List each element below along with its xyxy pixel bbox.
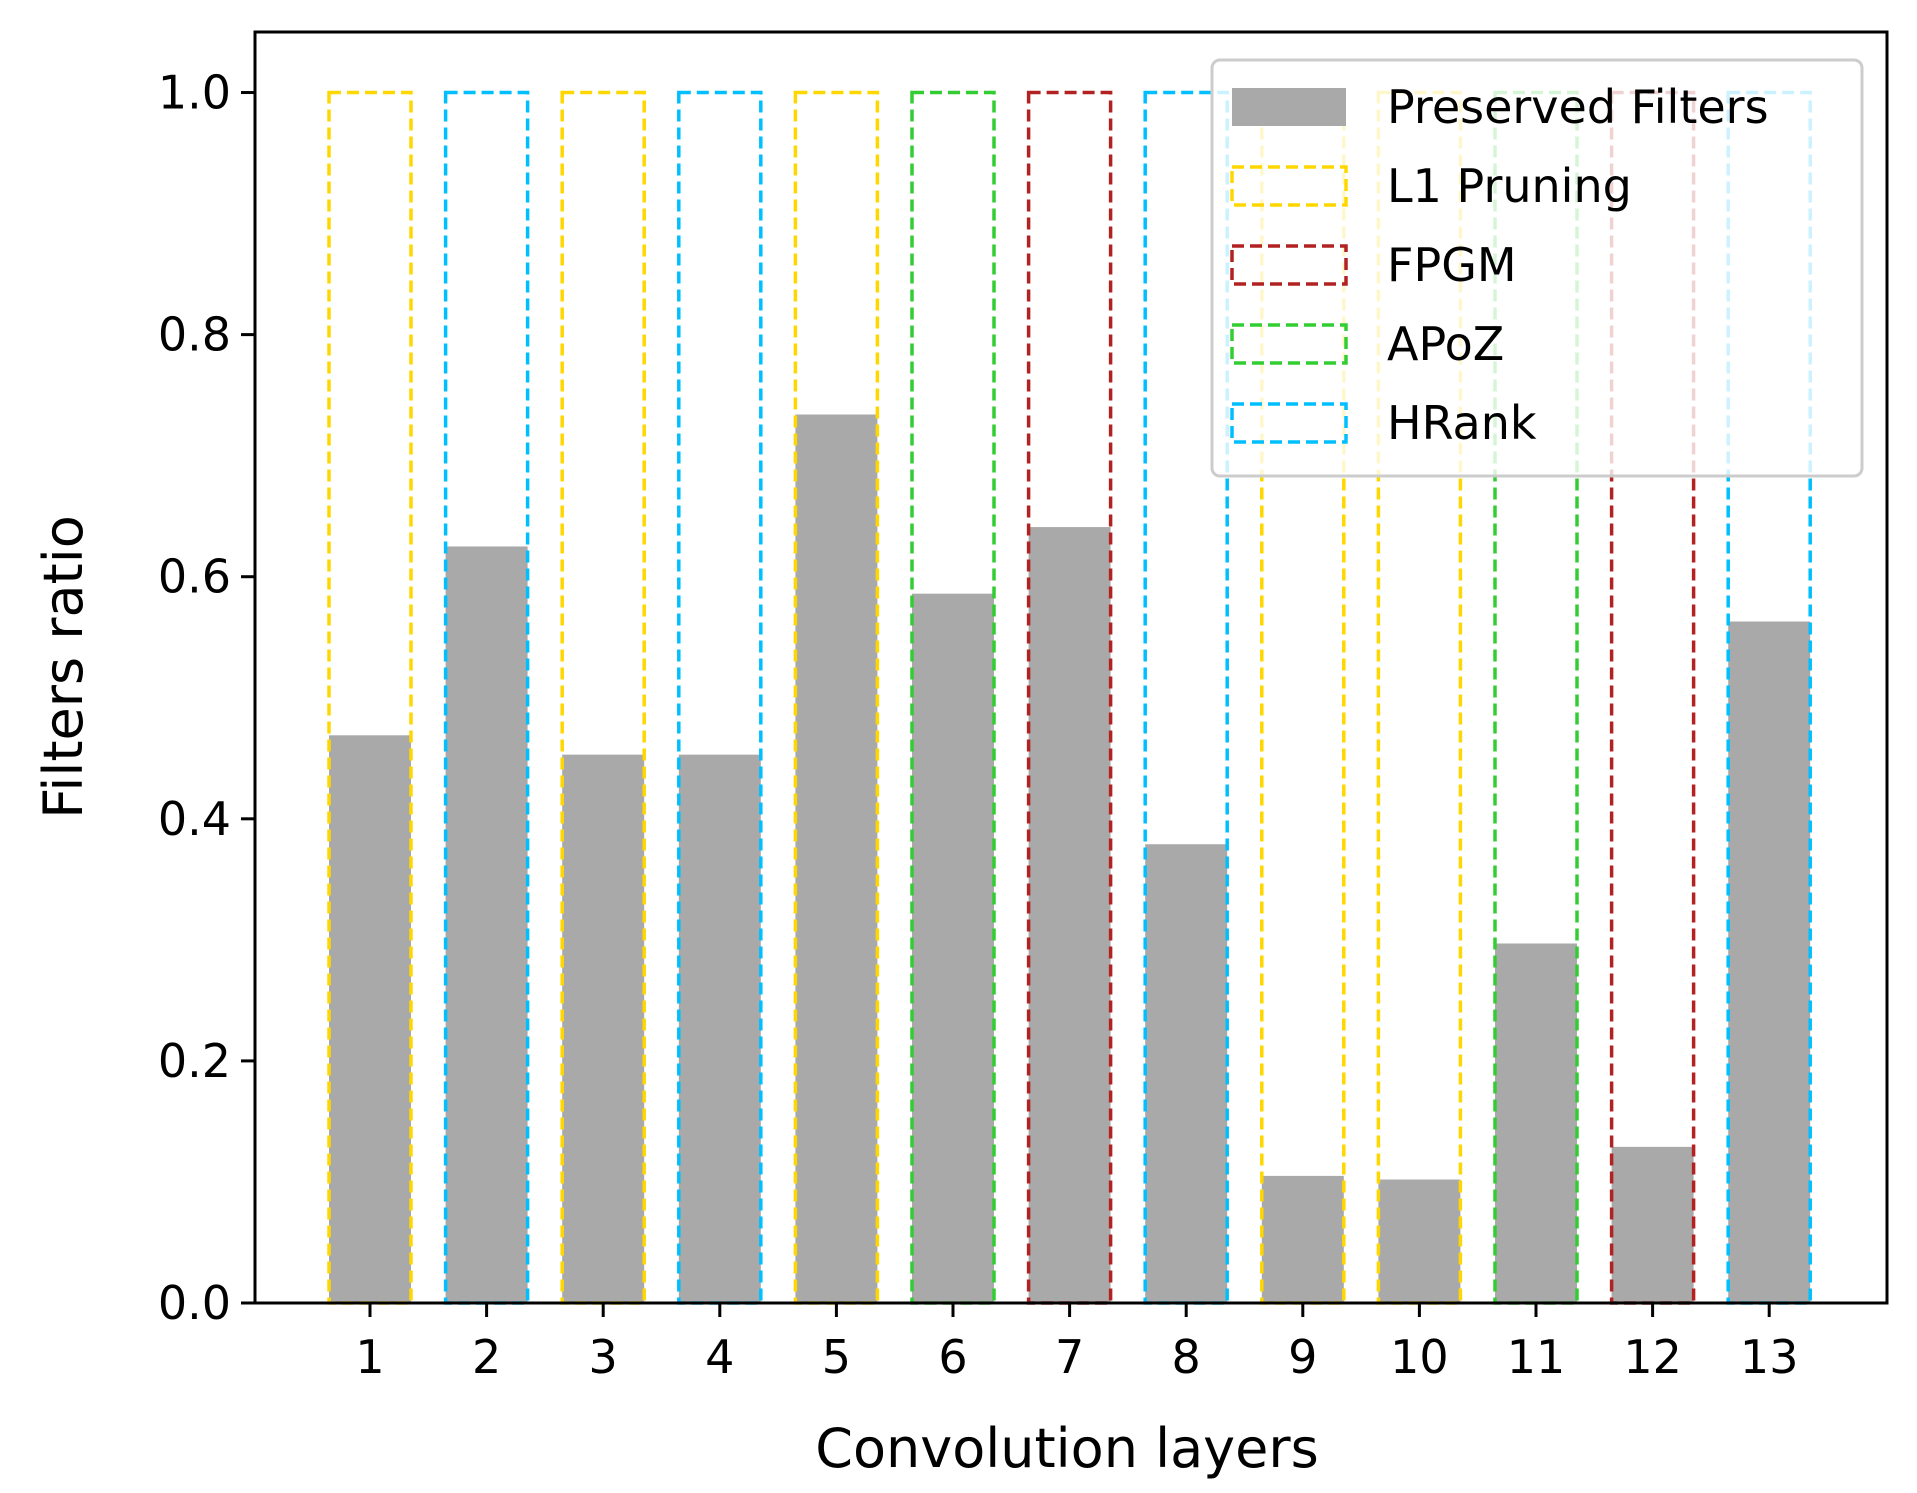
x-tick-label: 9 xyxy=(1288,1330,1317,1384)
y-axis-label: Filters ratio xyxy=(32,515,95,819)
preserved-bar-3 xyxy=(562,754,645,1303)
legend-label: HRank xyxy=(1387,396,1537,450)
x-tick-label: 3 xyxy=(589,1330,618,1384)
preserved-bar-9 xyxy=(1261,1175,1344,1303)
x-tick-label: 7 xyxy=(1055,1330,1084,1384)
y-tick-label: 0.4 xyxy=(158,792,231,846)
preserved-bar-5 xyxy=(795,414,878,1303)
x-tick-label: 5 xyxy=(822,1330,851,1384)
x-tick-label: 8 xyxy=(1172,1330,1201,1384)
preserved-bar-12 xyxy=(1611,1146,1694,1303)
x-axis-label: Convolution layers xyxy=(815,1417,1318,1480)
y-tick-label: 1.0 xyxy=(158,66,231,120)
legend-box xyxy=(1210,58,1864,478)
preserved-bar-4 xyxy=(678,754,761,1303)
preserved-bar-1 xyxy=(329,735,411,1303)
preserved-bar-11 xyxy=(1495,943,1577,1303)
preserved-bar-10 xyxy=(1378,1179,1461,1303)
y-tick-label: 0.0 xyxy=(158,1276,231,1330)
x-tick-label: 4 xyxy=(705,1330,734,1384)
x-tick-label: 6 xyxy=(938,1330,967,1384)
preserved-bar-7 xyxy=(1028,527,1111,1303)
legend-swatch-hrank xyxy=(1230,402,1348,444)
preserved-bar-6 xyxy=(912,593,994,1303)
legend-label: FPGM xyxy=(1387,238,1517,292)
legend-label: Preserved Filters xyxy=(1387,80,1769,134)
x-tick-label: 2 xyxy=(472,1330,501,1384)
y-tick-label: 0.2 xyxy=(158,1034,231,1088)
legend-swatch-fpgm xyxy=(1230,244,1348,286)
y-tick-label: 0.8 xyxy=(158,308,231,362)
x-tick-label: 10 xyxy=(1390,1330,1449,1384)
preserved-bar-8 xyxy=(1145,844,1228,1303)
legend-swatch-l1-pruning xyxy=(1230,165,1348,207)
preserved-bar-13 xyxy=(1728,621,1811,1303)
legend-swatch-preserved xyxy=(1232,88,1346,126)
legend-label: L1 Pruning xyxy=(1387,159,1632,213)
legend-swatch-apoz xyxy=(1230,323,1348,365)
x-tick-label: 12 xyxy=(1623,1330,1682,1384)
preserved-bar-2 xyxy=(445,546,528,1303)
legend-label: APoZ xyxy=(1387,317,1504,371)
y-tick-label: 0.6 xyxy=(158,550,231,604)
x-tick-label: 1 xyxy=(355,1330,384,1384)
x-tick-label: 11 xyxy=(1507,1330,1566,1384)
x-tick-label: 13 xyxy=(1740,1330,1799,1384)
